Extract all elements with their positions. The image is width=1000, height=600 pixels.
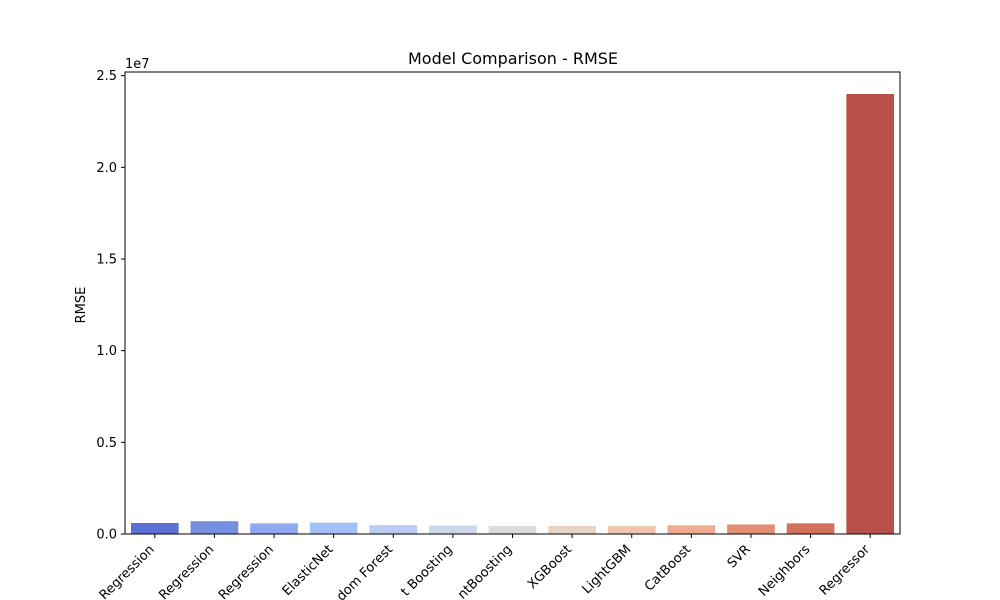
bar-11 (786, 523, 835, 534)
bar-7 (548, 525, 596, 534)
y-tick-label: 0.5 (96, 436, 117, 451)
y-tick-label: 2.5 (96, 69, 117, 84)
bars-group (130, 94, 895, 534)
x-tick-label: Regression (216, 542, 277, 600)
bar-10 (727, 524, 775, 534)
y-axis-label: RMSE (74, 287, 89, 324)
y-tick-label: 1.5 (96, 253, 117, 268)
x-tick-label: CatBoost (642, 542, 694, 594)
chart-title: Model Comparison - RMSE (408, 49, 618, 68)
x-tick-label: Regressor (817, 542, 874, 599)
x-tick-label: t Boosting (398, 542, 455, 599)
bar-5 (429, 525, 477, 534)
plot-frame (124, 71, 901, 535)
x-tick-label: Regression (97, 542, 158, 600)
y-scale-label: 1e7 (125, 57, 150, 72)
y-axis: 0.0 0.5 1.0 1.5 2.0 2.5 (96, 69, 125, 543)
y-tick-label: 0.0 (96, 528, 117, 543)
bar-8 (607, 526, 656, 534)
bar-4 (369, 525, 418, 534)
bar-0 (130, 523, 179, 534)
x-tick-label: XGBoost (525, 542, 575, 592)
bar-12 (846, 94, 895, 534)
x-tick-label: ntBoosting (455, 542, 515, 600)
x-tick-label: Regression (156, 542, 217, 600)
x-tick-label: SVR (725, 542, 754, 571)
y-tick-label: 1.0 (96, 344, 117, 359)
y-tick-label: 2.0 (96, 161, 117, 176)
bar-9 (667, 525, 716, 534)
bar-3 (309, 522, 358, 534)
x-tick-label: LightGBM (580, 542, 635, 597)
bar-2 (250, 523, 298, 534)
bar-1 (190, 521, 239, 534)
bar-6 (488, 525, 537, 534)
x-tick-label: dom Forest (334, 542, 396, 600)
x-tick-label: Neighbors (756, 542, 814, 600)
x-tick-label: ElasticNet (280, 542, 337, 599)
